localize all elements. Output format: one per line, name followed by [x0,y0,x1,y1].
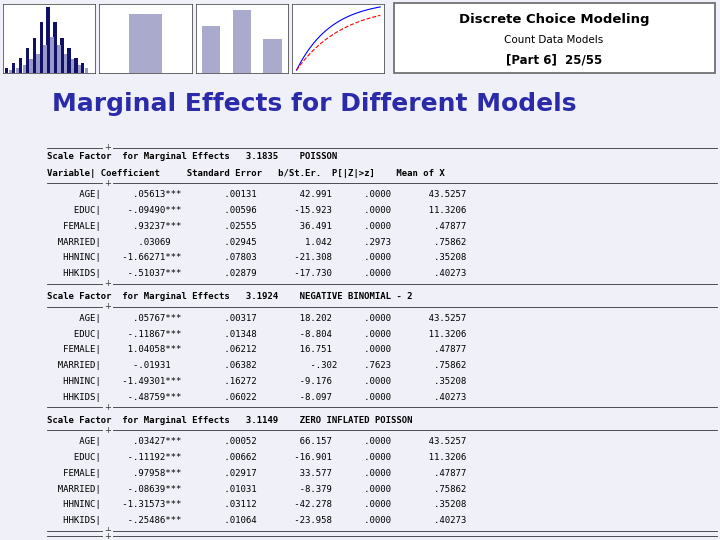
Bar [74,58,78,73]
Text: HHNINC|    -1.49301***        .16272        -9.176      .0000        .35208: HHNINC| -1.49301*** .16272 -9.176 .0000 … [47,377,466,386]
Bar [60,38,64,73]
Text: Scale Factor  for Marginal Effects   3.1924    NEGATIVE BINOMIAL - 2: Scale Factor for Marginal Effects 3.1924… [47,292,413,301]
Bar [40,22,43,73]
Bar [12,63,15,73]
Bar [26,48,30,73]
Bar [67,48,71,73]
Text: Count Data Models: Count Data Models [505,35,603,45]
Bar [233,10,251,73]
Bar [264,38,282,73]
Bar [78,65,81,73]
Text: HHNINC|    -1.66271***        .07803       -21.308      .0000        .35208: HHNINC| -1.66271*** .07803 -21.308 .0000… [47,253,466,262]
Bar [71,59,74,73]
Bar [5,68,9,73]
Text: Variable| Coefficient     Standard Error   b/St.Er.  P[|Z|>z]    Mean of X: Variable| Coefficient Standard Error b/S… [47,168,445,178]
Bar [64,53,68,73]
Text: +: + [104,532,112,540]
Bar [53,22,57,73]
Text: Scale Factor  for Marginal Effects   3.1149    ZERO INFLATED POISSON: Scale Factor for Marginal Effects 3.1149… [47,416,413,424]
Text: EDUC|     -.11192***        .00662       -16.901      .0000       11.3206: EDUC| -.11192*** .00662 -16.901 .0000 11… [47,453,466,462]
Bar [36,53,40,73]
Text: MARRIED|      -.01931          .06382          -.302     .7623        .75862: MARRIED| -.01931 .06382 -.302 .7623 .758… [47,361,466,370]
Text: HHKIDS|     -.25486***        .01064       -23.958      .0000        .40273: HHKIDS| -.25486*** .01064 -23.958 .0000 … [47,516,466,525]
Text: HHKIDS|     -.48759***        .06022        -8.097      .0000        .40273: HHKIDS| -.48759*** .06022 -8.097 .0000 .… [47,393,466,402]
Text: +: + [104,526,112,536]
Text: [Part 6]  25/55: [Part 6] 25/55 [506,53,602,66]
Bar [47,7,50,73]
Bar [32,38,36,73]
Bar [16,68,19,73]
Text: +: + [104,144,112,152]
FancyBboxPatch shape [394,3,714,73]
Bar [85,68,88,73]
Text: +: + [104,426,112,435]
Bar [22,65,26,73]
Bar [81,63,84,73]
Text: Discrete Choice Modeling: Discrete Choice Modeling [459,13,649,26]
Text: AGE|      .05613***        .00131        42.991      .0000       43.5257: AGE| .05613*** .00131 42.991 .0000 43.52… [47,190,466,199]
Text: AGE|      .05767***        .00317        18.202      .0000       43.5257: AGE| .05767*** .00317 18.202 .0000 43.52… [47,314,466,323]
Text: FEMALE|     1.04058***        .06212        16.751      .0000        .47877: FEMALE| 1.04058*** .06212 16.751 .0000 .… [47,345,466,354]
Bar [57,45,60,73]
Text: Marginal Effects for Different Models: Marginal Effects for Different Models [52,92,576,116]
Text: HHNINC|    -1.31573***        .03112       -42.278      .0000        .35208: HHNINC| -1.31573*** .03112 -42.278 .0000… [47,501,466,509]
Text: FEMALE|      .97958***        .02917        33.577      .0000        .47877: FEMALE| .97958*** .02917 33.577 .0000 .4… [47,469,466,478]
Text: EDUC|     -.11867***        .01348        -8.804      .0000       11.3206: EDUC| -.11867*** .01348 -8.804 .0000 11.… [47,329,466,339]
Text: MARRIED|       .03069          .02945         1.042      .2973        .75862: MARRIED| .03069 .02945 1.042 .2973 .7586… [47,238,466,247]
Text: +: + [104,279,112,288]
Text: EDUC|     -.09490***        .00596       -15.923      .0000       11.3206: EDUC| -.09490*** .00596 -15.923 .0000 11… [47,206,466,215]
Text: AGE|      .03427***        .00052        66.157      .0000       43.5257: AGE| .03427*** .00052 66.157 .0000 43.52… [47,437,466,446]
Bar [43,45,47,73]
Text: +: + [104,403,112,412]
Text: +: + [104,179,112,188]
Bar [130,14,161,73]
Bar [9,71,12,73]
Text: Scale Factor  for Marginal Effects   3.1835    POISSON: Scale Factor for Marginal Effects 3.1835… [47,152,337,160]
Text: FEMALE|      .93237***        .02555        36.491      .0000        .47877: FEMALE| .93237*** .02555 36.491 .0000 .4… [47,222,466,231]
Bar [50,37,53,73]
Bar [30,59,33,73]
Text: +: + [104,302,112,311]
Bar [19,58,22,73]
Text: HHKIDS|     -.51037***        .02879       -17.730      .0000        .40273: HHKIDS| -.51037*** .02879 -17.730 .0000 … [47,269,466,278]
Text: MARRIED|     -.08639***        .01031        -8.379      .0000        .75862: MARRIED| -.08639*** .01031 -8.379 .0000 … [47,485,466,494]
Bar [202,26,220,73]
